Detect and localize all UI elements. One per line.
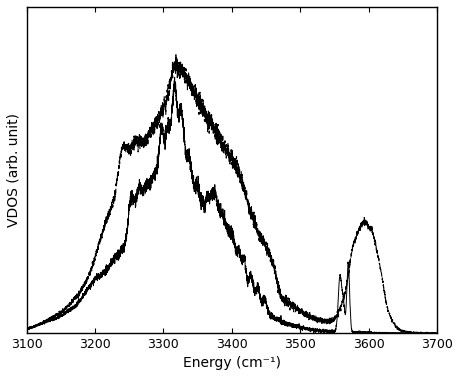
X-axis label: Energy (cm⁻¹): Energy (cm⁻¹) — [182, 356, 280, 370]
Y-axis label: VDOS (arb. unit): VDOS (arb. unit) — [7, 113, 21, 227]
